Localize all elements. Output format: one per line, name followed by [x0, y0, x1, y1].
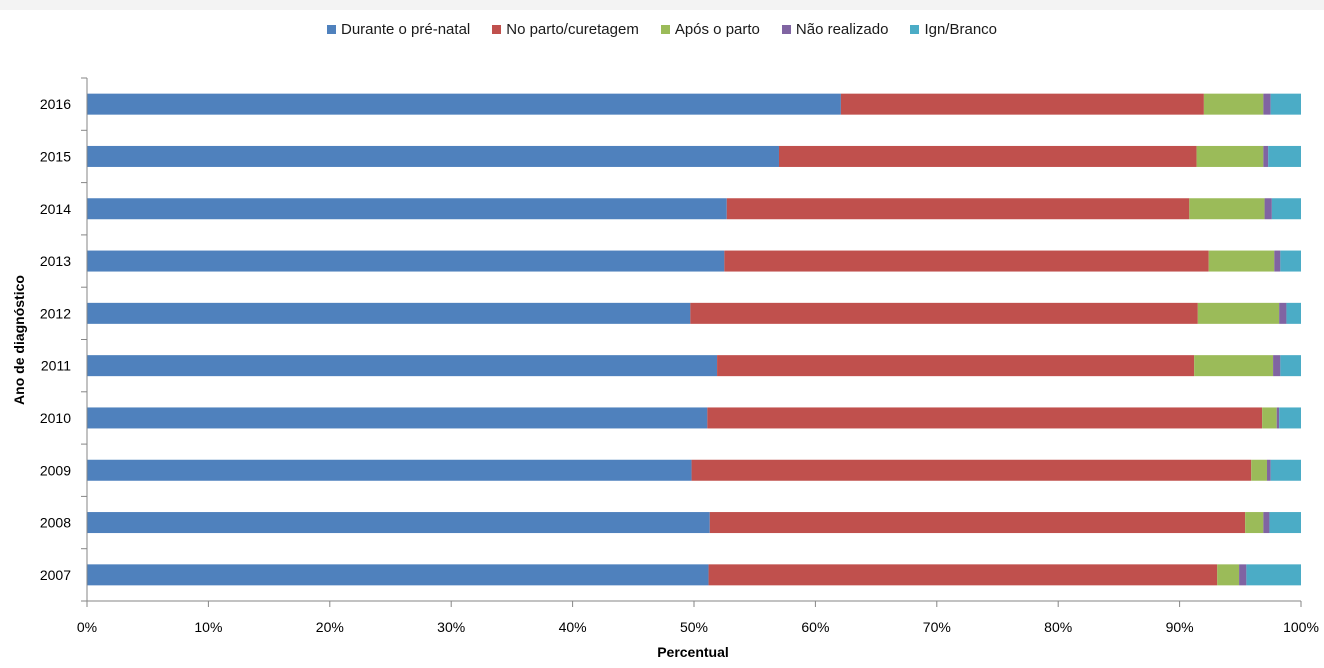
x-tick-label: 40%: [559, 619, 587, 635]
bar-segment: [1203, 93, 1264, 115]
bar-segment: [1263, 145, 1269, 167]
bar-segment: [1217, 564, 1240, 586]
bar-segment: [1263, 93, 1271, 115]
bar-segment: [778, 145, 1197, 167]
x-tick-label: 20%: [316, 619, 344, 635]
bar-segment: [1270, 459, 1301, 481]
bar-segment: [724, 250, 1209, 272]
legend-label: Após o parto: [674, 20, 760, 38]
bar-segment: [1194, 355, 1274, 377]
legend-label: Ign/Branco: [924, 20, 997, 38]
top-band: [0, 0, 1324, 10]
x-tick-label: 70%: [923, 619, 951, 635]
x-tick-label: 30%: [437, 619, 465, 635]
bar-segment: [87, 459, 692, 481]
x-tick-label: 50%: [680, 619, 708, 635]
legend-label: No parto/curetagem: [506, 20, 639, 38]
x-tick-label: 60%: [801, 619, 829, 635]
legend-label: Não realizado: [795, 20, 889, 38]
bar-segment: [707, 407, 1263, 429]
legend-item: Após o parto: [660, 20, 760, 38]
bar-segment: [87, 198, 727, 220]
bar-segment: [1267, 459, 1271, 481]
y-axis-title: Ano de diagnóstico: [11, 275, 27, 405]
bar-segment: [1269, 512, 1301, 534]
legend-item: Não realizado: [781, 20, 889, 38]
x-tick-label: 100%: [1283, 619, 1319, 635]
y-tick-label: 2015: [40, 148, 71, 164]
bar-segment: [691, 459, 1252, 481]
y-tick-label: 2009: [40, 462, 71, 478]
y-tick-label: 2013: [40, 253, 71, 269]
bar-segment: [87, 250, 725, 272]
bar-segment: [709, 512, 1246, 534]
y-tick-label: 2008: [40, 515, 71, 531]
bar-group: [87, 93, 1301, 586]
bar-segment: [1208, 250, 1275, 272]
y-tick-label: 2016: [40, 96, 71, 112]
legend-item: No parto/curetagem: [492, 21, 639, 38]
bar-segment: [840, 93, 1204, 115]
y-tick-label: 2014: [40, 201, 71, 217]
legend-swatch: [492, 24, 502, 34]
y-tick-label: 2010: [40, 410, 71, 426]
bar-segment: [1270, 93, 1301, 115]
bar-segment: [1286, 302, 1301, 324]
x-axis-title: Percentual: [657, 644, 729, 660]
bar-segment: [1197, 302, 1280, 324]
bar-segment: [1276, 407, 1280, 429]
legend-swatch: [660, 24, 670, 34]
x-tick-label: 90%: [1166, 619, 1194, 635]
axes: 2007 2008 2009 2010 2011 2012 2013 2014 2015 2016…: [40, 77, 1319, 635]
legend-swatch: [327, 24, 336, 34]
bar-segment: [87, 93, 841, 115]
bar-segment: [1279, 302, 1287, 324]
bar-segment: [1189, 198, 1265, 220]
bar-segment: [87, 302, 691, 324]
y-tick-label: 2007: [40, 567, 71, 583]
bar-segment: [1280, 355, 1301, 377]
bar-segment: [690, 302, 1198, 324]
legend-item: Ign/Branco: [910, 21, 997, 38]
legend-item: Durante o pré-natal: [327, 21, 470, 38]
bar-segment: [1279, 407, 1301, 429]
bar-segment: [87, 512, 710, 534]
x-tick-label: 0%: [77, 619, 97, 635]
bar-segment: [1264, 198, 1272, 220]
y-tick-label: 2012: [40, 305, 71, 321]
bar-segment: [1262, 407, 1277, 429]
legend-swatch: [781, 24, 791, 34]
bar-segment: [717, 355, 1195, 377]
bar-segment: [1196, 145, 1264, 167]
bar-segment: [1263, 512, 1270, 534]
bar-segment: [1274, 250, 1281, 272]
bar-segment: [87, 564, 709, 586]
bar-segment: [87, 145, 779, 167]
bar-segment: [708, 564, 1218, 586]
legend: Durante o pré-natal No parto/curetagem Apó…: [0, 18, 1324, 40]
bar-segment: [1280, 250, 1301, 272]
x-tick-label: 80%: [1044, 619, 1072, 635]
bar-segment: [87, 355, 718, 377]
bar-segment: [1273, 355, 1281, 377]
bar-segment: [87, 407, 708, 429]
x-tick-label: 10%: [194, 619, 222, 635]
bar-segment: [1239, 564, 1247, 586]
bar-segment: [1271, 198, 1301, 220]
bar-segment: [1268, 145, 1301, 167]
legend-label: Durante o pré-natal: [341, 20, 471, 38]
y-tick-label: 2011: [41, 358, 71, 374]
bar-segment: [1246, 564, 1301, 586]
bar-segment: [1245, 512, 1264, 534]
bar-segment: [1251, 459, 1268, 481]
legend-swatch: [910, 24, 920, 34]
bar-segment: [726, 198, 1190, 220]
